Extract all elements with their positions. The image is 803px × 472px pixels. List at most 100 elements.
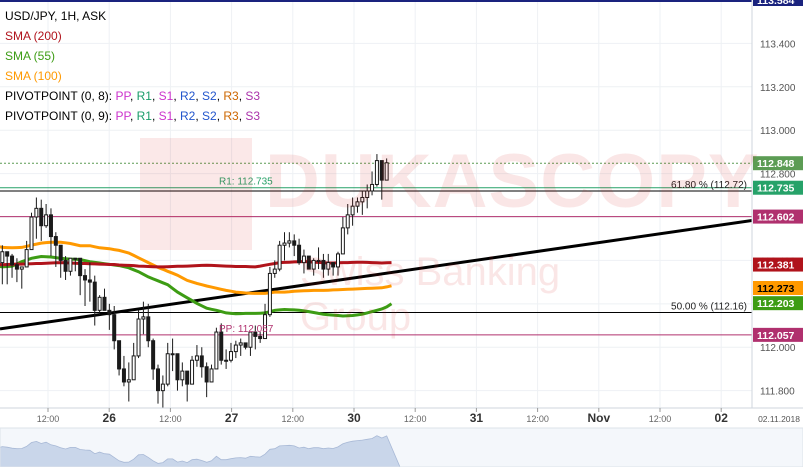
candle[interactable] xyxy=(287,232,292,248)
candle[interactable] xyxy=(131,342,136,381)
candle[interactable] xyxy=(102,288,107,311)
candle[interactable] xyxy=(68,257,73,276)
candle[interactable] xyxy=(336,251,341,276)
candle[interactable] xyxy=(170,338,175,372)
candle[interactable] xyxy=(58,244,63,278)
candle[interactable] xyxy=(83,269,88,306)
candle[interactable] xyxy=(53,232,58,267)
candle[interactable] xyxy=(92,275,97,326)
candle[interactable] xyxy=(194,345,199,367)
candle[interactable] xyxy=(44,204,49,228)
candle[interactable] xyxy=(243,342,248,350)
candle[interactable] xyxy=(350,197,355,226)
candle[interactable] xyxy=(311,258,316,276)
candle[interactable] xyxy=(126,362,131,402)
candle[interactable] xyxy=(277,240,282,272)
candle[interactable] xyxy=(199,347,204,378)
candle[interactable] xyxy=(14,258,19,283)
candle[interactable] xyxy=(63,256,68,280)
candle[interactable] xyxy=(379,160,384,200)
candle[interactable] xyxy=(19,266,24,289)
candle[interactable] xyxy=(10,253,15,278)
candle[interactable] xyxy=(301,249,306,274)
candle[interactable] xyxy=(112,306,117,350)
candle[interactable] xyxy=(326,253,331,276)
candle[interactable] xyxy=(321,253,326,278)
candle[interactable] xyxy=(136,310,141,359)
candle[interactable] xyxy=(224,349,229,369)
current-price-tag[interactable]: 112.848 xyxy=(753,156,803,171)
candle[interactable] xyxy=(272,260,277,278)
top-price-tag[interactable]: 113.584 xyxy=(753,0,803,7)
candle[interactable] xyxy=(204,362,209,398)
candle[interactable] xyxy=(340,217,345,255)
candle[interactable] xyxy=(190,355,195,385)
candle-body xyxy=(243,342,248,348)
candle[interactable] xyxy=(180,362,185,387)
candle[interactable] xyxy=(331,262,336,276)
candle-body xyxy=(151,340,156,370)
candle[interactable] xyxy=(97,295,102,315)
candle[interactable] xyxy=(87,262,92,302)
candle[interactable] xyxy=(117,340,122,376)
candle[interactable] xyxy=(185,370,190,402)
candle-body xyxy=(238,342,243,346)
candle[interactable] xyxy=(209,364,214,383)
price-tag[interactable]: 112.057 xyxy=(753,327,803,342)
candle[interactable] xyxy=(121,355,126,387)
candle[interactable] xyxy=(253,325,258,350)
candle[interactable] xyxy=(146,303,151,348)
candle[interactable] xyxy=(219,323,224,365)
candle[interactable] xyxy=(175,353,180,391)
candle[interactable] xyxy=(73,257,78,272)
candle[interactable] xyxy=(282,232,287,261)
price-tag[interactable]: 112.273 xyxy=(753,280,803,295)
candle[interactable] xyxy=(238,338,243,356)
candle[interactable] xyxy=(258,332,263,343)
indicator-legend-item[interactable]: SMA (100) xyxy=(5,69,62,83)
candle[interactable] xyxy=(360,190,365,215)
candle[interactable] xyxy=(78,257,83,296)
candle[interactable] xyxy=(0,245,5,285)
candle[interactable] xyxy=(248,331,253,356)
indicator-legend-item[interactable]: SMA (200) xyxy=(5,29,62,43)
candle-body xyxy=(136,318,141,357)
candle[interactable] xyxy=(384,158,389,181)
pivot-legend-item[interactable]: PIVOTPOINT (0, 9): PP, R1, S1, R2, S2, R… xyxy=(5,109,261,123)
candle[interactable] xyxy=(160,375,165,410)
candle[interactable] xyxy=(156,364,160,404)
candle[interactable] xyxy=(29,212,34,251)
candle[interactable] xyxy=(228,342,233,363)
candle[interactable] xyxy=(292,234,297,257)
candle[interactable] xyxy=(5,251,10,285)
candle[interactable] xyxy=(39,199,44,241)
candle[interactable] xyxy=(355,197,360,213)
candle[interactable] xyxy=(316,247,321,270)
candle[interactable] xyxy=(306,255,311,270)
candle[interactable] xyxy=(141,301,146,335)
candle[interactable] xyxy=(165,342,170,387)
candle[interactable] xyxy=(297,238,302,265)
candle[interactable] xyxy=(374,154,379,187)
candle[interactable] xyxy=(48,208,53,257)
price-tag[interactable]: 112.735 xyxy=(753,180,803,195)
price-tag[interactable]: 112.203 xyxy=(753,296,803,311)
price-tag[interactable]: 112.381 xyxy=(753,257,803,272)
candle[interactable] xyxy=(34,197,39,239)
candle[interactable] xyxy=(345,204,350,235)
candle[interactable] xyxy=(370,171,375,196)
candle[interactable] xyxy=(151,338,156,380)
indicator-legend-item[interactable]: SMA (55) xyxy=(5,49,56,63)
price-tag[interactable]: 112.602 xyxy=(753,209,803,224)
pivot-legend-item[interactable]: PIVOTPOINT (0, 8): PP, R1, S1, R2, S2, R… xyxy=(5,89,261,103)
candle[interactable] xyxy=(214,327,219,370)
trendline[interactable] xyxy=(0,219,752,331)
candle[interactable] xyxy=(263,303,268,340)
candle[interactable] xyxy=(24,240,29,268)
candle[interactable] xyxy=(365,184,370,209)
candle[interactable] xyxy=(267,266,272,317)
candle-body xyxy=(24,249,29,268)
candle[interactable] xyxy=(107,303,112,330)
candle[interactable] xyxy=(233,340,238,359)
